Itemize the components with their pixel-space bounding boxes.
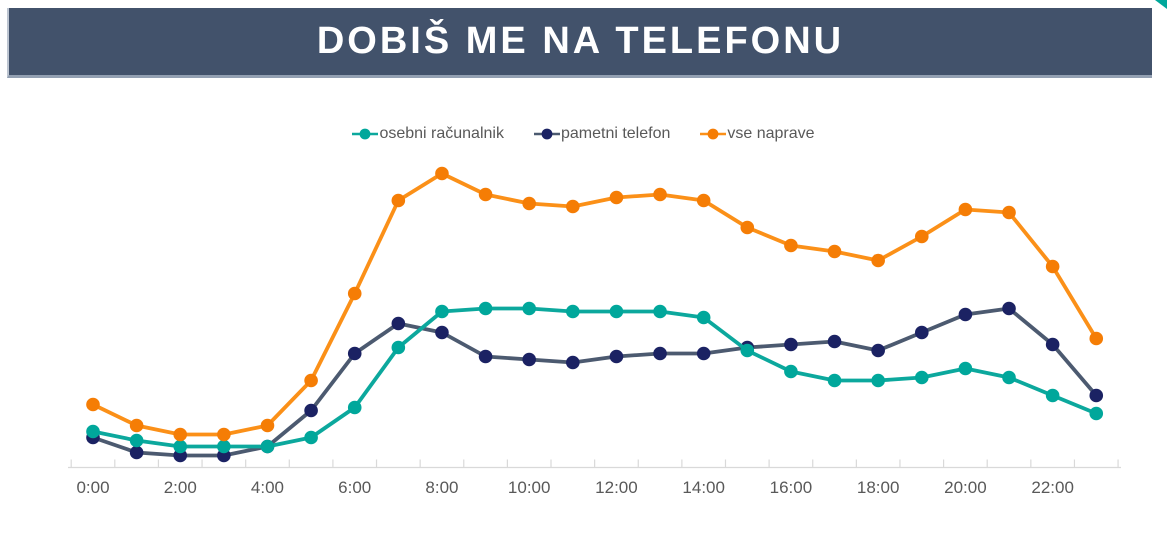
- data-point: [958, 361, 973, 376]
- data-point: [740, 220, 755, 235]
- series-vse-naprave: [86, 166, 1104, 442]
- data-point: [260, 439, 275, 454]
- legend-label: pametni telefon: [560, 125, 671, 142]
- data-point: [653, 187, 667, 202]
- data-point: [914, 370, 929, 385]
- legend-item-pametni-telefon: pametni telefon: [533, 125, 671, 143]
- line-marker-icon: [533, 128, 560, 140]
- data-point: [653, 346, 667, 361]
- data-point: [1045, 337, 1060, 352]
- series-osebni-racunalnik: [86, 301, 1104, 454]
- x-axis-label: 4:00: [251, 478, 284, 497]
- x-axis-label: 12:00: [595, 478, 638, 497]
- data-point: [217, 427, 231, 442]
- data-point: [696, 193, 711, 208]
- series-line: [91, 171, 1099, 437]
- x-axis-label: 14:00: [682, 478, 725, 497]
- data-point: [86, 424, 100, 439]
- data-point: [914, 325, 929, 340]
- data-point: [522, 196, 536, 211]
- data-point: [1002, 301, 1016, 316]
- x-axis-label: 18:00: [857, 478, 900, 497]
- data-point: [566, 199, 580, 214]
- title-banner: DOBIŠ ME NA TELEFONU: [7, 8, 1152, 78]
- data-point: [958, 202, 973, 217]
- legend-item-vse-naprave: vse naprave: [700, 125, 815, 143]
- x-axis-label: 2:00: [164, 478, 197, 497]
- data-point: [1089, 406, 1104, 421]
- chart-legend: osebni računalnik pametni telefon vse na…: [0, 125, 1167, 143]
- data-point: [478, 349, 493, 364]
- data-point: [347, 400, 362, 415]
- data-point: [609, 190, 624, 205]
- data-point: [566, 304, 580, 319]
- line-marker-icon: [352, 128, 379, 140]
- data-point: [304, 430, 318, 445]
- legend-label: vse naprave: [727, 125, 815, 142]
- data-point: [217, 439, 231, 454]
- data-point: [522, 352, 536, 367]
- data-point: [1045, 259, 1060, 274]
- data-point: [86, 397, 100, 412]
- data-point: [173, 439, 188, 454]
- corner-accent-icon: [1155, 0, 1167, 9]
- x-axis-label: 22:00: [1031, 478, 1074, 497]
- data-point: [827, 334, 842, 349]
- data-point: [478, 301, 493, 316]
- data-point: [609, 349, 624, 364]
- x-axis-label: 6:00: [338, 478, 371, 497]
- data-point: [871, 253, 885, 268]
- data-point: [827, 244, 842, 259]
- data-point: [260, 418, 275, 433]
- data-point: [914, 229, 929, 244]
- data-point: [478, 187, 493, 202]
- data-point: [696, 346, 711, 361]
- data-point: [696, 310, 711, 325]
- series-pametni-telefon: [86, 301, 1104, 463]
- x-axis-label: 0:00: [76, 478, 109, 497]
- data-point: [653, 304, 667, 319]
- x-axis-label: 20:00: [944, 478, 987, 497]
- series-line: [91, 306, 1099, 458]
- x-axis-label: 10:00: [508, 478, 551, 497]
- data-point: [609, 304, 624, 319]
- data-point: [784, 337, 798, 352]
- data-point: [1089, 331, 1104, 346]
- data-point: [435, 325, 449, 340]
- data-point: [391, 340, 406, 355]
- chart-title: DOBIŠ ME NA TELEFONU: [316, 20, 845, 62]
- data-point: [740, 343, 755, 358]
- data-point: [435, 304, 449, 319]
- data-point: [958, 307, 973, 322]
- data-point: [347, 286, 362, 301]
- series-line: [91, 306, 1099, 449]
- data-point: [784, 238, 798, 253]
- data-point: [129, 445, 144, 460]
- data-point: [1002, 205, 1016, 220]
- data-point: [566, 355, 580, 370]
- x-axis-label: 16:00: [770, 478, 813, 497]
- data-point: [129, 433, 144, 448]
- data-point: [173, 427, 188, 442]
- data-point: [304, 373, 318, 388]
- data-point: [522, 301, 536, 316]
- data-point: [129, 418, 144, 433]
- line-marker-icon: [700, 128, 727, 140]
- legend-label: osebni računalnik: [379, 125, 504, 142]
- data-point: [347, 346, 362, 361]
- data-point: [827, 373, 842, 388]
- data-point: [871, 373, 885, 388]
- data-point: [435, 166, 449, 181]
- data-point: [1002, 370, 1016, 385]
- x-axis-label: 8:00: [425, 478, 458, 497]
- data-point: [304, 403, 318, 418]
- legend-item-osebni-racunalnik: osebni računalnik: [352, 125, 504, 143]
- data-point: [391, 316, 406, 331]
- data-point: [1045, 388, 1060, 403]
- data-point: [1089, 388, 1104, 403]
- data-point: [784, 364, 798, 379]
- data-point: [391, 193, 406, 208]
- data-point: [871, 343, 885, 358]
